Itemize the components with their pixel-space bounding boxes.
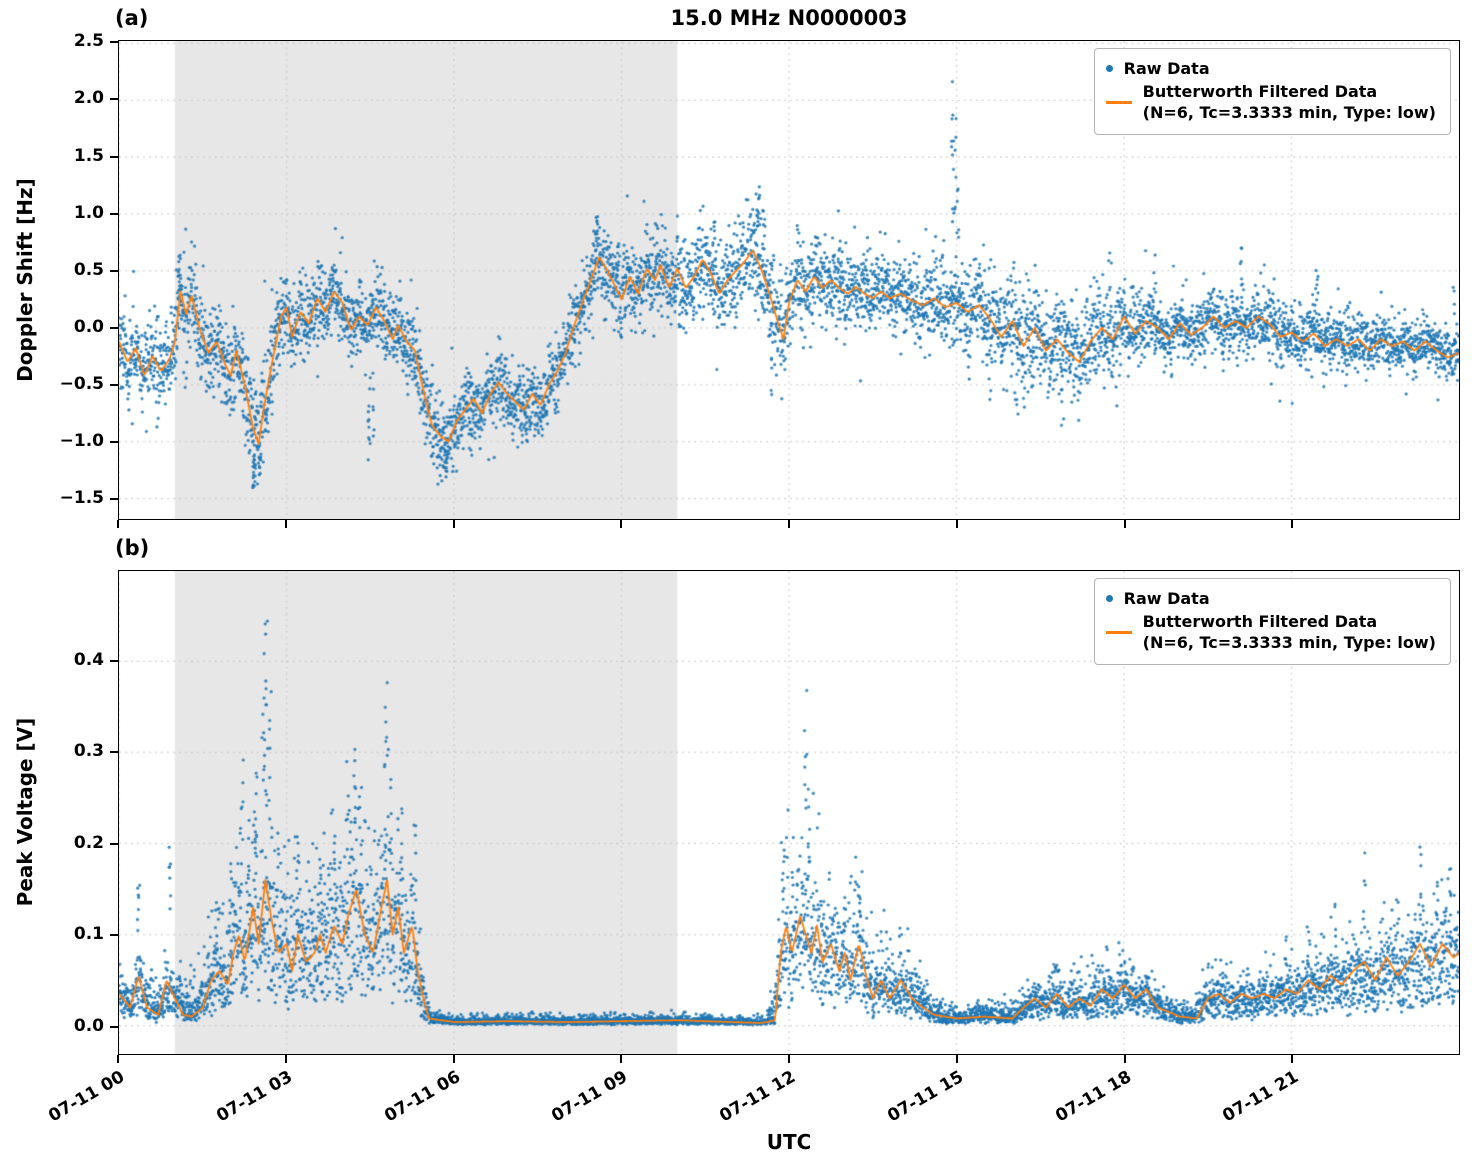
legend-raw-row: Raw Data bbox=[1105, 588, 1436, 610]
y-tick-mark bbox=[110, 155, 118, 158]
filtered-data-sublabel: (N=6, Tc=3.3333 min, Type: low) bbox=[1142, 633, 1436, 653]
y-tick-label: −1.5 bbox=[59, 488, 104, 509]
chart-title: 15.0 MHz N0000003 bbox=[670, 6, 908, 30]
y-tick-mark bbox=[110, 384, 118, 387]
y-tick-label: 0.3 bbox=[73, 741, 104, 762]
x-tick-label: 07-11 15 bbox=[884, 1067, 967, 1127]
filtered-data-label: Butterworth Filtered Data bbox=[1142, 81, 1378, 101]
filtered-data-marker-icon bbox=[1105, 630, 1132, 634]
y-tick-mark bbox=[110, 441, 118, 444]
legend-raw-row: Raw Data bbox=[1105, 58, 1436, 80]
y-tick-mark bbox=[110, 659, 118, 662]
x-tick-mark bbox=[788, 520, 790, 528]
x-tick-mark bbox=[117, 520, 119, 528]
x-tick-label: 07-11 00 bbox=[45, 1067, 128, 1127]
y-tick-mark bbox=[110, 327, 118, 329]
x-tick-mark bbox=[620, 1055, 623, 1063]
x-tick-mark bbox=[788, 1055, 790, 1063]
x-tick-mark bbox=[1291, 1055, 1294, 1063]
x-tick-label: 07-11 12 bbox=[716, 1067, 799, 1127]
y-tick-mark bbox=[110, 212, 118, 215]
x-tick-mark bbox=[1123, 1055, 1126, 1063]
raw-data-label: Raw Data bbox=[1123, 59, 1210, 78]
y-tick-mark bbox=[110, 934, 118, 937]
x-tick-mark bbox=[1291, 520, 1294, 528]
panel-a-label: (a) bbox=[115, 6, 149, 30]
x-tick-label: 07-11 09 bbox=[548, 1067, 632, 1127]
raw-data-marker-icon bbox=[1105, 595, 1113, 603]
x-tick-label: 07-11 21 bbox=[1219, 1067, 1303, 1127]
panel-a-plot-area: Raw Data Butterworth Filtered Data (N=6,… bbox=[118, 40, 1460, 520]
y-tick-label: −0.5 bbox=[59, 374, 104, 395]
y-tick-label: 0.1 bbox=[73, 924, 104, 945]
y-tick-label: 0.2 bbox=[73, 832, 104, 853]
x-tick-mark bbox=[620, 520, 623, 528]
x-tick-mark bbox=[955, 1055, 958, 1063]
x-tick-mark bbox=[284, 520, 287, 528]
x-tick-label: 07-11 18 bbox=[1051, 1067, 1135, 1127]
x-tick-mark bbox=[452, 1055, 455, 1063]
y-tick-mark bbox=[110, 269, 118, 272]
y-tick-mark bbox=[110, 98, 118, 101]
y-tick-label: 0.4 bbox=[73, 649, 104, 670]
x-tick-mark bbox=[955, 520, 958, 528]
filtered-data-marker-icon bbox=[1105, 100, 1132, 104]
y-tick-label: −1.0 bbox=[59, 431, 104, 452]
x-tick-mark bbox=[117, 1055, 119, 1063]
x-tick-label: 07-11 03 bbox=[213, 1067, 296, 1127]
panel-b-legend: Raw Data Butterworth Filtered Data (N=6,… bbox=[1093, 578, 1451, 665]
x-tick-label: 07-11 06 bbox=[380, 1067, 464, 1127]
raw-data-marker-icon bbox=[1105, 65, 1113, 73]
y-tick-mark bbox=[110, 41, 118, 44]
y-tick-label: 0.0 bbox=[73, 317, 104, 337]
x-axis-label: UTC bbox=[766, 1130, 812, 1154]
y-tick-mark bbox=[110, 842, 118, 845]
filtered-data-sublabel: (N=6, Tc=3.3333 min, Type: low) bbox=[1142, 103, 1436, 123]
panel-a-legend: Raw Data Butterworth Filtered Data (N=6,… bbox=[1093, 48, 1451, 135]
y-tick-mark bbox=[110, 498, 118, 501]
raw-data-label: Raw Data bbox=[1123, 589, 1210, 608]
legend-filtered-row: Butterworth Filtered Data (N=6, Tc=3.333… bbox=[1105, 81, 1436, 124]
x-tick-mark bbox=[452, 520, 455, 528]
filtered-data-label: Butterworth Filtered Data bbox=[1142, 611, 1378, 631]
y-tick-label: 2.0 bbox=[73, 88, 104, 109]
y-tick-label: 2.5 bbox=[73, 31, 104, 52]
y-tick-label: 0.0 bbox=[73, 1015, 104, 1036]
y-tick-mark bbox=[110, 751, 118, 754]
y-tick-label: 1.0 bbox=[73, 202, 104, 223]
x-tick-mark bbox=[1123, 520, 1126, 528]
panel-b-plot-area: Raw Data Butterworth Filtered Data (N=6,… bbox=[118, 570, 1460, 1055]
y-tick-label: 0.5 bbox=[73, 259, 104, 280]
x-tick-mark bbox=[284, 1055, 287, 1063]
legend-filtered-row: Butterworth Filtered Data (N=6, Tc=3.333… bbox=[1105, 611, 1436, 654]
panel-b-label: (b) bbox=[115, 536, 150, 560]
y-tick-mark bbox=[110, 1025, 118, 1028]
y-tick-label: 1.5 bbox=[73, 145, 104, 166]
